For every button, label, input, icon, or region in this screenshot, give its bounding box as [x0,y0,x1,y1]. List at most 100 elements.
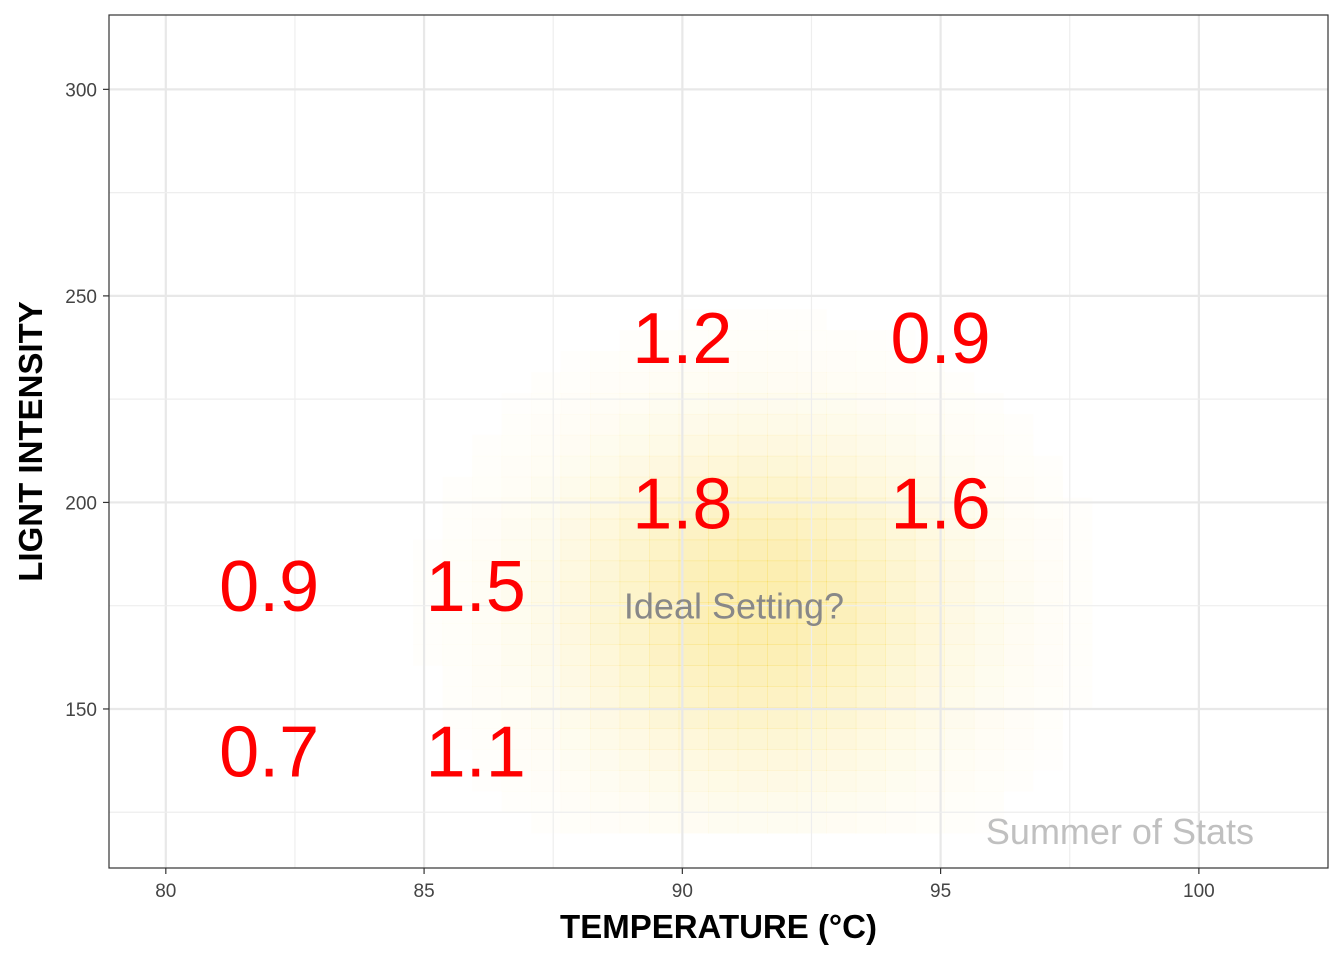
density-tile [443,686,473,708]
density-tile [767,518,798,541]
density-tile [531,644,562,666]
density-tile [826,413,857,436]
density-tile [531,476,562,499]
density-tile [560,497,591,520]
density-tile [826,476,857,499]
density-tile [561,791,591,813]
density-tile [826,790,857,813]
density-tile [1003,518,1034,541]
density-tile [974,749,1004,771]
density-tile [914,539,945,562]
density-tile [826,623,857,645]
density-tile [737,372,768,394]
density-tile [620,812,650,834]
density-tile [590,602,621,624]
density-tile [1003,623,1034,645]
density-tile [708,707,739,729]
density-tile [619,476,650,499]
density-tile [914,686,945,708]
density-tile [1003,435,1033,457]
density-tile [826,455,857,478]
density-tile [619,728,650,750]
density-tile [855,497,886,520]
density-tile [560,749,591,771]
density-tile [502,393,532,415]
density-tile [649,665,680,687]
density-tile [855,560,886,583]
density-tile [472,456,502,478]
density-tile [590,560,621,583]
density-tile [767,790,798,813]
density-tile [678,811,709,834]
density-tile [826,351,856,373]
density-tile [590,518,621,541]
y-tick-label: 150 [65,700,97,721]
density-tile [826,686,857,708]
x-tick-label: 80 [155,881,176,902]
density-tile [737,560,768,583]
density-tile [885,602,916,624]
density-tile [944,686,975,708]
density-tile [826,392,857,415]
density-tile [560,581,591,604]
density-tile [678,581,709,604]
density-tile [678,644,709,666]
density-tile [531,581,562,604]
density-tile [708,539,739,562]
density-tile [914,707,945,729]
density-tile [678,686,709,708]
density-tile [1033,707,1063,729]
density-tile [944,518,975,541]
density-tile [590,665,621,687]
density-tile [855,686,886,708]
density-tile [973,581,1004,604]
density-tile [973,518,1004,541]
density-tile [914,476,945,499]
density-tile [501,623,532,645]
x-axis-title: TEMPERATURE (°C) [560,908,877,945]
density-tile [502,791,532,813]
annotations: Ideal Setting? [624,586,844,627]
density-tile [885,581,916,604]
density-tile [885,686,916,708]
density-tile [826,602,857,624]
density-tile [708,455,739,478]
density-tile [619,602,650,624]
density-tile [855,476,886,499]
density-tile [1062,644,1092,666]
density-tile [914,728,945,750]
density-tile [1062,540,1092,562]
density-tile [678,770,709,792]
density-tile [1003,456,1033,478]
density-tile [531,539,562,562]
density-tile [1003,498,1033,520]
density-tile [973,602,1004,624]
data-value-label: 1.8 [632,464,732,544]
density-tile [619,770,650,792]
density-tile [973,665,1004,687]
density-tile [767,560,798,583]
density-tile [443,498,473,520]
density-tile [767,707,798,729]
density-tile [885,707,916,729]
density-tile [914,455,945,478]
density-tile [708,811,739,834]
density-tile [1003,560,1034,583]
density-tile [737,413,768,436]
density-tile [944,665,975,687]
density-tile [619,539,650,562]
density-tile [678,539,709,562]
density-tile [737,602,768,624]
density-tile [678,413,709,436]
density-tile [649,455,680,478]
density-tile [974,414,1004,436]
density-tile [531,372,561,394]
density-tile [1033,582,1063,604]
density-tile [826,518,857,541]
density-tile [560,644,591,666]
density-tile [502,414,532,436]
density-tile [590,728,621,750]
density-tile [502,435,532,457]
density-tile [501,665,532,687]
density-tile [472,602,503,624]
